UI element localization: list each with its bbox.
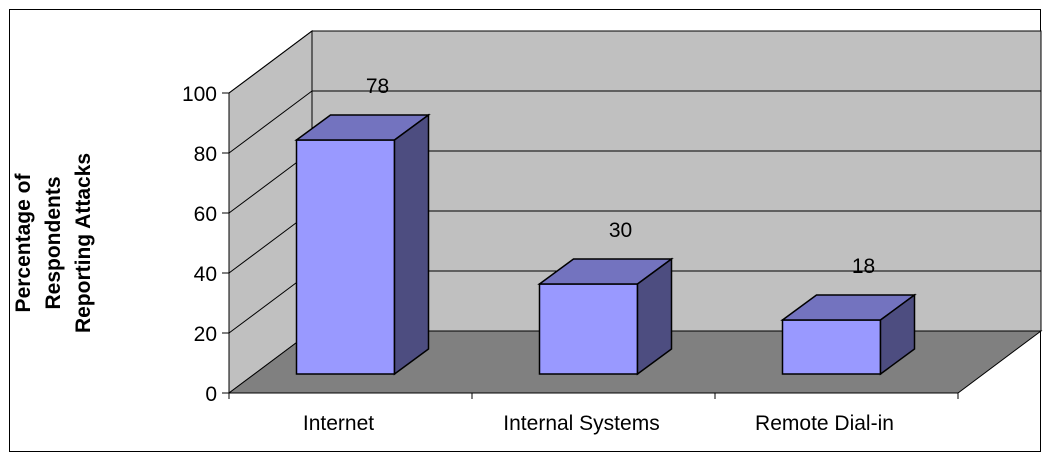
y-axis: 0 20 40 60 80 100 xyxy=(182,83,230,406)
bar-front-internal-systems xyxy=(538,283,639,375)
data-labels: 78 30 18 xyxy=(366,75,875,278)
y-tick-label: 100 xyxy=(182,83,217,106)
data-label: 78 xyxy=(366,75,389,98)
chart-walls xyxy=(227,30,1043,394)
bar-front-remote-dial-in xyxy=(781,319,882,375)
data-label: 18 xyxy=(852,255,875,278)
y-axis-title-line: Percentage of xyxy=(12,173,35,313)
bar-side-1 xyxy=(636,257,673,376)
y-tick-label: 40 xyxy=(194,263,217,286)
bar-side-2 xyxy=(879,293,916,376)
y-axis-title: Percentage of Respondents Reporting Attack… xyxy=(12,153,95,333)
x-tick-label: Internal Systems xyxy=(503,412,659,435)
x-tick-label: Remote Dial-in xyxy=(755,412,894,435)
y-tick-label: 60 xyxy=(194,203,217,226)
bar-front-internet xyxy=(295,139,396,375)
y-axis-title-line: Respondents xyxy=(42,176,65,309)
y-tick-label: 20 xyxy=(194,323,217,346)
y-axis-title-line: Reporting Attacks xyxy=(72,153,95,333)
x-axis: Internet Internal Systems Remote Dial-in xyxy=(228,392,959,435)
bars xyxy=(294,113,917,376)
gridline-side xyxy=(228,30,313,94)
gridline-side xyxy=(228,90,313,154)
y-tick-label: 0 xyxy=(205,383,217,406)
x-tick-label: Internet xyxy=(303,412,374,435)
y-tick-label: 80 xyxy=(194,143,217,166)
data-label: 30 xyxy=(609,219,632,242)
bar-side-0 xyxy=(393,113,430,376)
